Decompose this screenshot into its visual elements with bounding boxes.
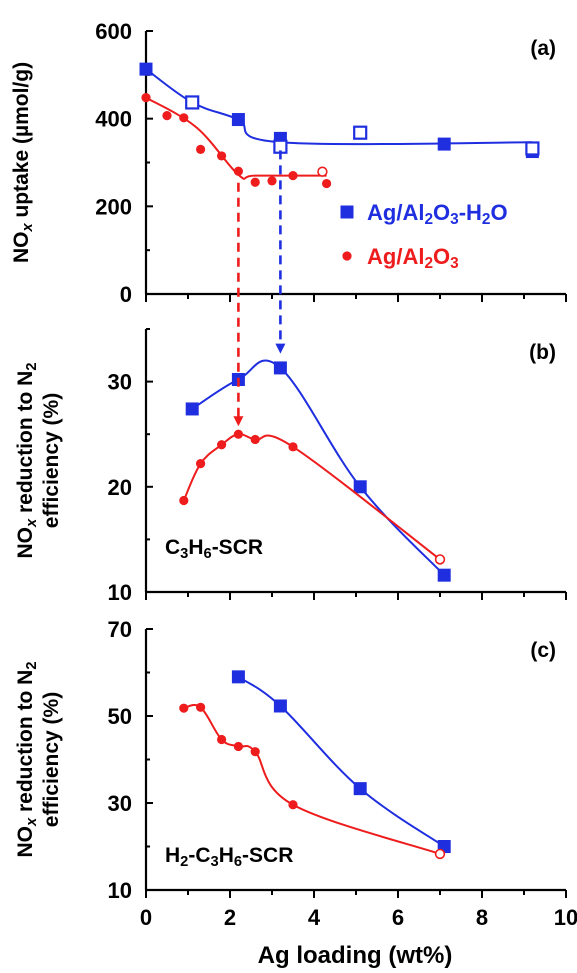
y-tick-label: 400 (95, 107, 132, 132)
data-point (288, 800, 298, 810)
x-tick-label: 10 (554, 905, 577, 930)
data-point (217, 734, 227, 745)
data-point (185, 402, 199, 416)
x-axis-label: Ag loading (wt%) (258, 942, 453, 969)
data-point (179, 495, 189, 506)
panel-c-h2-c3h6-scr-chart: 10 30 50 70 0 2 4 6 8 10 (c) NOx reduction to N2eff… (14, 617, 577, 930)
data-point (233, 166, 243, 176)
data-point (233, 429, 243, 439)
series-blue (139, 62, 540, 159)
data-point (139, 62, 153, 76)
data-point (273, 361, 287, 375)
legend: Ag/Al2O3-H2O Ag/Al2O3 (340, 200, 508, 272)
data-point (288, 442, 298, 452)
panel-tag: (b) (529, 341, 556, 364)
x-tick-label: 4 (308, 905, 321, 930)
data-point (353, 782, 367, 796)
series-line (145, 68, 533, 146)
legend-circle-marker (342, 251, 352, 261)
data-point (437, 137, 451, 151)
data-point (217, 151, 227, 161)
data-point (250, 434, 260, 445)
series-line (145, 96, 327, 180)
y-tick-label: 70 (108, 617, 132, 642)
x-tick-label: 6 (392, 905, 404, 930)
panel-tag: (c) (530, 639, 556, 662)
x-tick-label: 2 (224, 905, 236, 930)
data-point (179, 703, 189, 713)
data-point (162, 110, 172, 121)
series-blue (231, 670, 451, 853)
y-tick-label: 600 (95, 19, 132, 44)
series-blue (185, 359, 451, 582)
y-tick-label: 30 (108, 791, 132, 816)
legend-label: Ag/Al2O3-H2O (367, 200, 508, 228)
data-point (250, 177, 260, 187)
data-point (141, 93, 151, 103)
series-line (237, 676, 445, 848)
data-point (179, 113, 189, 123)
data-point (273, 699, 287, 713)
guide-arrowhead (275, 343, 286, 354)
y-axis-label: efficiency (%) (40, 393, 63, 528)
open-data-point (525, 141, 540, 156)
series-red (179, 702, 446, 860)
y-tick-label: 50 (108, 704, 132, 729)
y-tick-label: 200 (95, 194, 132, 219)
y-tick-label: 10 (108, 580, 132, 605)
guide-arrows (233, 150, 286, 427)
series-red (179, 429, 446, 565)
series-line (183, 704, 441, 855)
data-point (196, 459, 206, 469)
open-data-point (434, 848, 446, 860)
data-point (250, 747, 260, 757)
data-point (196, 144, 206, 154)
x-tick-label: 0 (140, 905, 152, 930)
legend-square-marker (340, 205, 354, 219)
legend-label: Ag/Al2O3 (367, 244, 459, 272)
y-tick-label: 10 (108, 878, 132, 903)
condition-annotation: H2-C3H6-SCR (165, 844, 293, 870)
data-point (233, 741, 243, 752)
y-tick-label: 30 (108, 370, 132, 395)
data-point (231, 670, 245, 684)
data-point (322, 178, 332, 189)
condition-annotation: C3H6-SCR (165, 536, 263, 562)
data-point (353, 480, 367, 494)
y-axis-label: NOx reduction to N2 (14, 661, 40, 857)
data-point (217, 440, 227, 450)
series-red (141, 93, 332, 189)
y-tick-label: 20 (108, 475, 132, 500)
panel-a-uptake-chart: 0 200 400 600 (a) NOx uptake (µmol/g) (10, 19, 567, 307)
data-point (288, 171, 298, 181)
open-data-point (353, 125, 368, 140)
open-data-point (317, 166, 328, 177)
y-tick-label: 0 (120, 282, 132, 307)
data-point (437, 568, 451, 582)
guide-arrowhead (233, 416, 244, 427)
y-axis-label: NOx uptake (µmol/g) (10, 62, 36, 263)
x-tick-label: 8 (476, 905, 488, 930)
data-point (231, 113, 245, 127)
y-axis-label: NOx reduction to N2 (14, 362, 40, 558)
y-axis-label: efficiency (%) (40, 692, 63, 827)
panel-tag: (a) (530, 37, 556, 60)
open-data-point (185, 95, 200, 110)
data-point (196, 702, 206, 712)
data-point (267, 176, 277, 186)
open-data-point (434, 554, 446, 565)
